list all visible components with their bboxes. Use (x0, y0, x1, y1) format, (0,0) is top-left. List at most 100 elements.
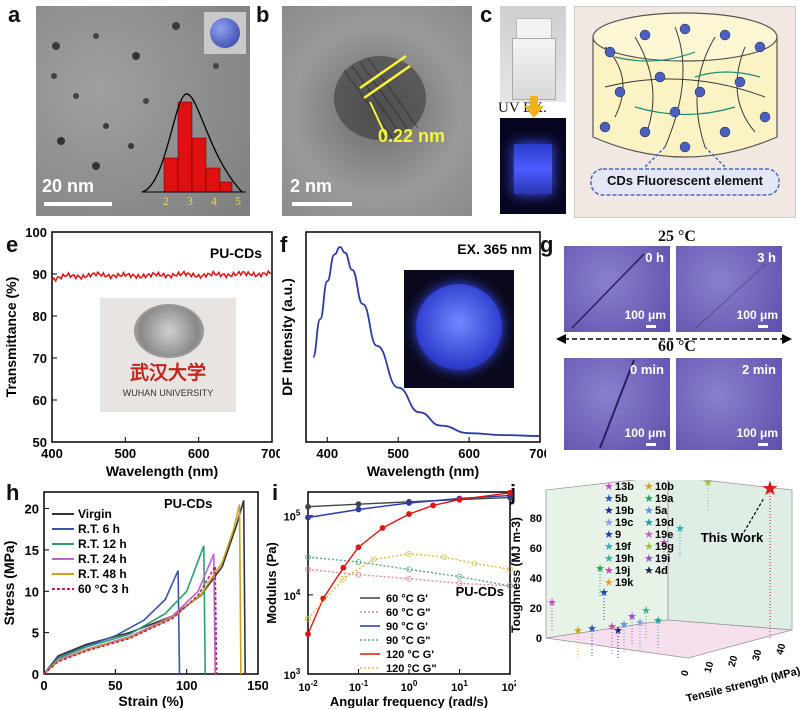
legend-label: 4d (655, 565, 668, 577)
z-tick-label: 20 (530, 603, 542, 615)
time-label: 0 min (630, 362, 664, 377)
this-work-label: This Work (701, 530, 764, 545)
comparison-star: ★ (703, 480, 713, 489)
comparison-star: ★ (641, 605, 651, 617)
micro-frame-3h: 3 h 100 μm (676, 246, 782, 332)
scale-label: 100 μm (736, 308, 778, 322)
z-tick-label: 80 (530, 513, 542, 525)
legend-label: 90 °C G" (386, 635, 430, 647)
legend-star: ★ (644, 481, 654, 493)
legend-label: 60 °C 3 h (78, 582, 129, 596)
time-label: 0 h (645, 250, 664, 265)
scale-bar (758, 325, 768, 328)
legend-label: 19h (615, 553, 634, 565)
y-tick-label: 105 (284, 509, 301, 524)
chart-h-stress-strain: 0 5 10 15 20 0 50 100 150 Strain (%) Stress (MPa) V… (1, 491, 268, 708)
legend-star: ★ (604, 529, 614, 541)
stress-strain-series (43, 563, 218, 675)
comparison-star: ★ (573, 625, 583, 637)
modulus-point (305, 514, 311, 521)
legend-label: R.T. 12 h (78, 537, 127, 551)
modulus-point (406, 550, 412, 557)
y-tick-label: 10 (25, 584, 39, 599)
y-tick-label: 103 (284, 667, 301, 682)
hist-tick: 2 (163, 194, 169, 208)
lattice-spacing-label: 0.22 nm (378, 126, 446, 146)
x-axis-label: Wavelength (nm) (367, 463, 479, 479)
this-work-star: ★ (761, 480, 779, 500)
legend-label: 13b (615, 481, 634, 493)
legend-label: 60 °C G" (386, 607, 430, 619)
transmittance-series (51, 269, 273, 283)
scale-bar (646, 325, 656, 328)
tem-image-a: 2 3 4 5 20 nm (36, 6, 250, 216)
modulus-point (355, 571, 362, 578)
x-axis-label: Angular frequency (rad/s) (330, 694, 488, 708)
legend-label: Virgin (78, 507, 112, 521)
modulus-point (406, 511, 412, 517)
legend-label: PU-CDs (210, 245, 262, 261)
scale-label: 100 μm (624, 426, 666, 440)
micro-frame-2min: 2 min 100 μm (676, 358, 782, 450)
scale-bar-a (44, 202, 112, 206)
legend-star: ★ (604, 553, 614, 565)
hrtem-image-b: 0.22 nm 2 nm (282, 6, 472, 216)
x-tick-label: 400 (41, 446, 63, 461)
legend-label: 120 °C G" (386, 663, 437, 675)
x-tick-label: 10 (703, 660, 717, 674)
legend-star: ★ (644, 505, 654, 517)
x-tick-label: 400 (316, 446, 338, 461)
micro-frame-0h: 0 h 100 μm (564, 246, 670, 332)
legend-title: PU-CDs (456, 584, 504, 599)
x-axis-label: Wavelength (nm) (106, 463, 218, 479)
legend-label: 19a (655, 493, 674, 505)
modulus-point (406, 566, 412, 573)
modulus-series (307, 556, 511, 587)
modulus-point (456, 496, 463, 503)
legend-label: R.T. 24 h (78, 552, 127, 566)
comparison-star: ★ (627, 611, 637, 623)
university-logo-text: 武汉大学 (129, 363, 206, 384)
stress-strain-series (43, 545, 206, 675)
micro-frame-0min: 0 min 100 μm (564, 358, 670, 450)
legend-label: 19g (655, 541, 674, 553)
modulus-point (340, 564, 347, 571)
sphere-inset (204, 12, 246, 54)
x-tick-label: 500 (114, 446, 136, 461)
scale-bar-b (292, 202, 352, 206)
university-logo (134, 304, 204, 358)
y-axis-label: Stress (MPa) (1, 541, 17, 626)
legend-star: ★ (644, 565, 654, 577)
modulus-point (355, 559, 362, 565)
x-tick-label: 10-1 (349, 679, 369, 694)
comparison-star: ★ (619, 619, 629, 631)
comparison-star: ★ (607, 621, 617, 633)
x-tick-label: 700 (261, 446, 280, 461)
chart-i-modulus: 10-2 10-1 100 101 102 103 104 105 Angular freque… (266, 489, 516, 708)
crack-line (695, 263, 767, 329)
legend-label: 19b (615, 505, 634, 517)
modulus-point (507, 582, 513, 589)
legend-star: ★ (604, 481, 614, 493)
legend-label: 9 (615, 529, 621, 541)
legend-label: 19i (655, 553, 670, 565)
legend-label: 19e (655, 529, 673, 541)
x-tick-label: 600 (188, 446, 210, 461)
plot-frame (43, 491, 259, 675)
scale-bar (646, 443, 656, 446)
plot-frame (305, 231, 541, 443)
comparison-star: ★ (587, 623, 597, 635)
crack-line (599, 359, 635, 449)
legend-label: 19k (615, 577, 634, 589)
tem-particles (51, 22, 219, 170)
vial-daylight-photo (500, 6, 566, 102)
y-axis-label: Modulus (Pa) (266, 542, 279, 624)
modulus-point (305, 631, 311, 637)
legend-star: ★ (644, 493, 654, 505)
sphere-icon (210, 18, 240, 48)
scale-label-a: 20 nm (42, 176, 95, 196)
panel-label-c: c (480, 2, 493, 27)
down-arrow-icon (524, 96, 544, 118)
legend-star: ★ (644, 529, 654, 541)
